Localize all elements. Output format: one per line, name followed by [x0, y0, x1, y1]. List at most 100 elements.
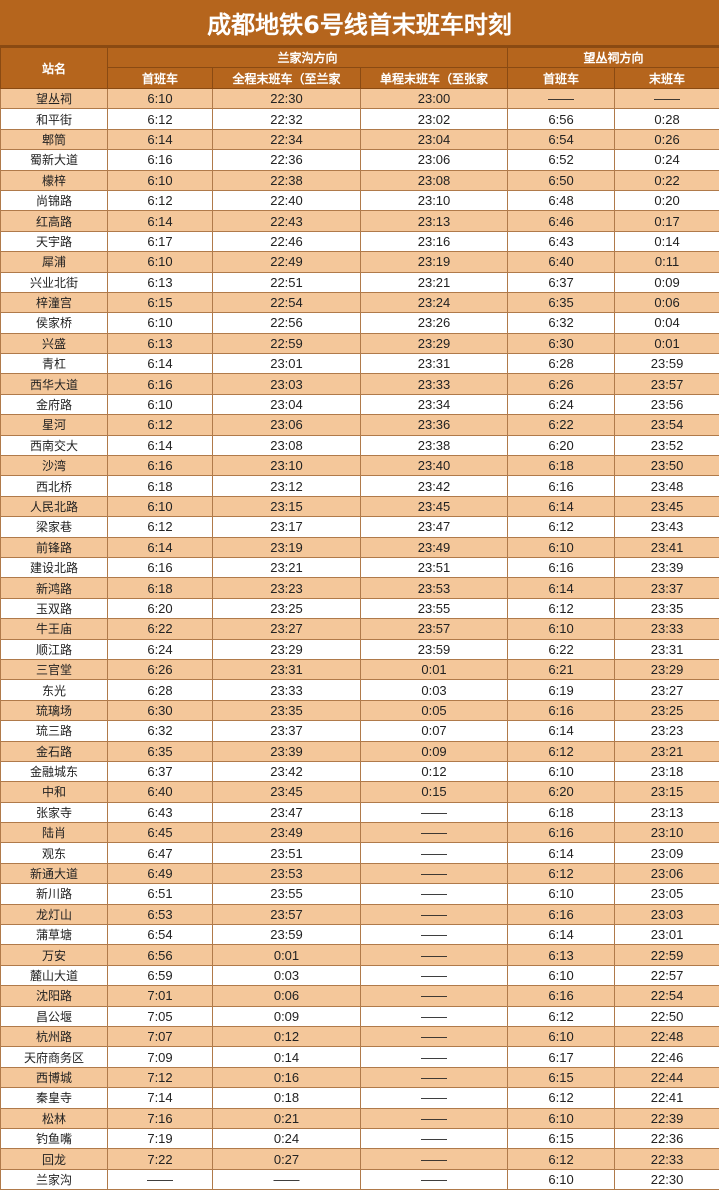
- first-train: 6:54: [107, 924, 213, 946]
- first-train-2: 6:17: [507, 1046, 616, 1068]
- last-train-2: 22:39: [614, 1107, 719, 1129]
- full-last-train: 23:08: [212, 434, 361, 457]
- full-last-train: 22:34: [212, 128, 361, 151]
- first-train-2: 6:48: [507, 189, 616, 212]
- table-row: 西博城 7:12 0:16 —— 6:15 22:44: [0, 1066, 719, 1089]
- table-row: 兴盛 6:13 22:59 23:29 6:30 0:01: [0, 332, 719, 355]
- full-last-train: 22:46: [212, 230, 361, 253]
- single-last-train: 0:03: [359, 679, 509, 701]
- table-row: 犀浦 6:10 22:49 23:19 6:40 0:11: [0, 251, 719, 273]
- table-row: 天府商务区 7:09 0:14 —— 6:17 22:46: [0, 1046, 719, 1068]
- first-train: 6:14: [107, 536, 213, 558]
- last-train-2: 23:15: [614, 781, 719, 803]
- full-last-train: 22:59: [212, 332, 361, 355]
- last-train-2: 22:30: [614, 1168, 719, 1191]
- first-train-2: 6:12: [507, 740, 616, 762]
- full-last-train: 0:12: [212, 1025, 361, 1048]
- first-train: 6:18: [107, 577, 213, 599]
- single-last-train: 23:26: [359, 312, 509, 334]
- first-train: 6:10: [107, 495, 213, 518]
- last-train-2: 22:41: [614, 1087, 719, 1109]
- full-last-train: 23:37: [212, 720, 361, 742]
- first-train-2: ——: [507, 87, 616, 110]
- last-train-2: 22:36: [614, 1127, 719, 1150]
- full-last-train: 0:16: [212, 1066, 361, 1089]
- first-train: 7:01: [107, 985, 213, 1007]
- first-train-2: 6:37: [507, 271, 616, 293]
- first-train-2: 6:14: [507, 924, 616, 946]
- table-row: 红高路 6:14 22:43 23:13 6:46 0:17: [0, 210, 719, 232]
- table-row: 琉璃场 6:30 23:35 0:05 6:16 23:25: [0, 699, 719, 722]
- first-train: 6:12: [107, 108, 213, 130]
- first-train: 6:13: [107, 332, 213, 355]
- table-row: 新鸿路 6:18 23:23 23:53 6:14 23:37: [0, 577, 719, 599]
- full-last-train: 0:18: [212, 1087, 361, 1109]
- station-name: 红高路: [0, 210, 108, 232]
- table-row: 新川路 6:51 23:55 —— 6:10 23:05: [0, 883, 719, 905]
- full-last-train: 0:09: [212, 1005, 361, 1027]
- last-train-2: 23:41: [614, 536, 719, 558]
- single-last-train: 23:21: [359, 271, 509, 293]
- single-last-train: 23:42: [359, 475, 509, 497]
- first-train-2: 6:10: [507, 1168, 616, 1191]
- first-train: 7:22: [107, 1148, 213, 1170]
- table-row: 杭州路 7:07 0:12 —— 6:10 22:48: [0, 1025, 719, 1048]
- table-row: 蒲草塘 6:54 23:59 —— 6:14 23:01: [0, 924, 719, 946]
- table-row: 西南交大 6:14 23:08 23:38 6:20 23:52: [0, 434, 719, 457]
- table-row: 沈阳路 7:01 0:06 —— 6:16 22:54: [0, 985, 719, 1007]
- single-last-train: 23:45: [359, 495, 509, 518]
- first-train-2: 6:10: [507, 1025, 616, 1048]
- first-train: 6:59: [107, 964, 213, 987]
- table-row: 天宇路 6:17 22:46 23:16 6:43 0:14: [0, 230, 719, 253]
- station-name: 琉三路: [0, 720, 108, 742]
- table-row: 钓鱼嘴 7:19 0:24 —— 6:15 22:36: [0, 1127, 719, 1150]
- first-train: 6:15: [107, 291, 213, 314]
- table-row: 牛王庙 6:22 23:27 23:57 6:10 23:33: [0, 618, 719, 640]
- single-last-train: ——: [359, 862, 509, 885]
- station-name: 龙灯山: [0, 903, 108, 926]
- station-name: 万安: [0, 944, 108, 966]
- single-last-train: 23:16: [359, 230, 509, 253]
- last-train-2: 23:50: [614, 455, 719, 477]
- station-name: 秦皇寺: [0, 1087, 108, 1109]
- first-train: 6:53: [107, 903, 213, 926]
- station-name: 陆肖: [0, 822, 108, 844]
- station-name: 回龙: [0, 1148, 108, 1170]
- table-row: 东光 6:28 23:33 0:03 6:19 23:27: [0, 679, 719, 701]
- single-last-train: 0:12: [359, 760, 509, 783]
- full-last-train: 0:14: [212, 1046, 361, 1068]
- first-train-2: 6:14: [507, 720, 616, 742]
- last-train-2: 23:45: [614, 495, 719, 518]
- first-train-2: 6:12: [507, 1087, 616, 1109]
- station-name: 中和: [0, 781, 108, 803]
- table-row: 前锋路 6:14 23:19 23:49 6:10 23:41: [0, 536, 719, 558]
- last-train-2: 23:23: [614, 720, 719, 742]
- station-name: 望丛祠: [0, 87, 108, 110]
- station-name: 沈阳路: [0, 985, 108, 1007]
- station-name: 人民北路: [0, 495, 108, 518]
- station-name: 松林: [0, 1107, 108, 1129]
- table-row: 张家寺 6:43 23:47 —— 6:18 23:13: [0, 801, 719, 824]
- last-train-2: 23:13: [614, 801, 719, 824]
- table-row: 松林 7:16 0:21 —— 6:10 22:39: [0, 1107, 719, 1129]
- station-name: 西华大道: [0, 373, 108, 395]
- last-train-2: 0:06: [614, 291, 719, 314]
- full-last-train: 23:25: [212, 597, 361, 620]
- station-name: 和平街: [0, 108, 108, 130]
- full-last-train: 23:06: [212, 414, 361, 436]
- first-train-2: 6:52: [507, 149, 616, 171]
- first-train: 7:09: [107, 1046, 213, 1068]
- table-row: 回龙 7:22 0:27 —— 6:12 22:33: [0, 1148, 719, 1170]
- first-train: 7:12: [107, 1066, 213, 1089]
- full-last-train: 23:31: [212, 658, 361, 681]
- table-row: 蜀新大道 6:16 22:36 23:06 6:52 0:24: [0, 149, 719, 171]
- first-train: 7:05: [107, 1005, 213, 1027]
- full-last-train: 0:01: [212, 944, 361, 966]
- first-train: 6:16: [107, 455, 213, 477]
- first-train-2: 6:16: [507, 903, 616, 926]
- station-name: 兴业北街: [0, 271, 108, 293]
- single-last-train: 23:19: [359, 251, 509, 273]
- single-last-train: ——: [359, 822, 509, 844]
- first-train: 6:12: [107, 414, 213, 436]
- single-last-train: ——: [359, 1005, 509, 1027]
